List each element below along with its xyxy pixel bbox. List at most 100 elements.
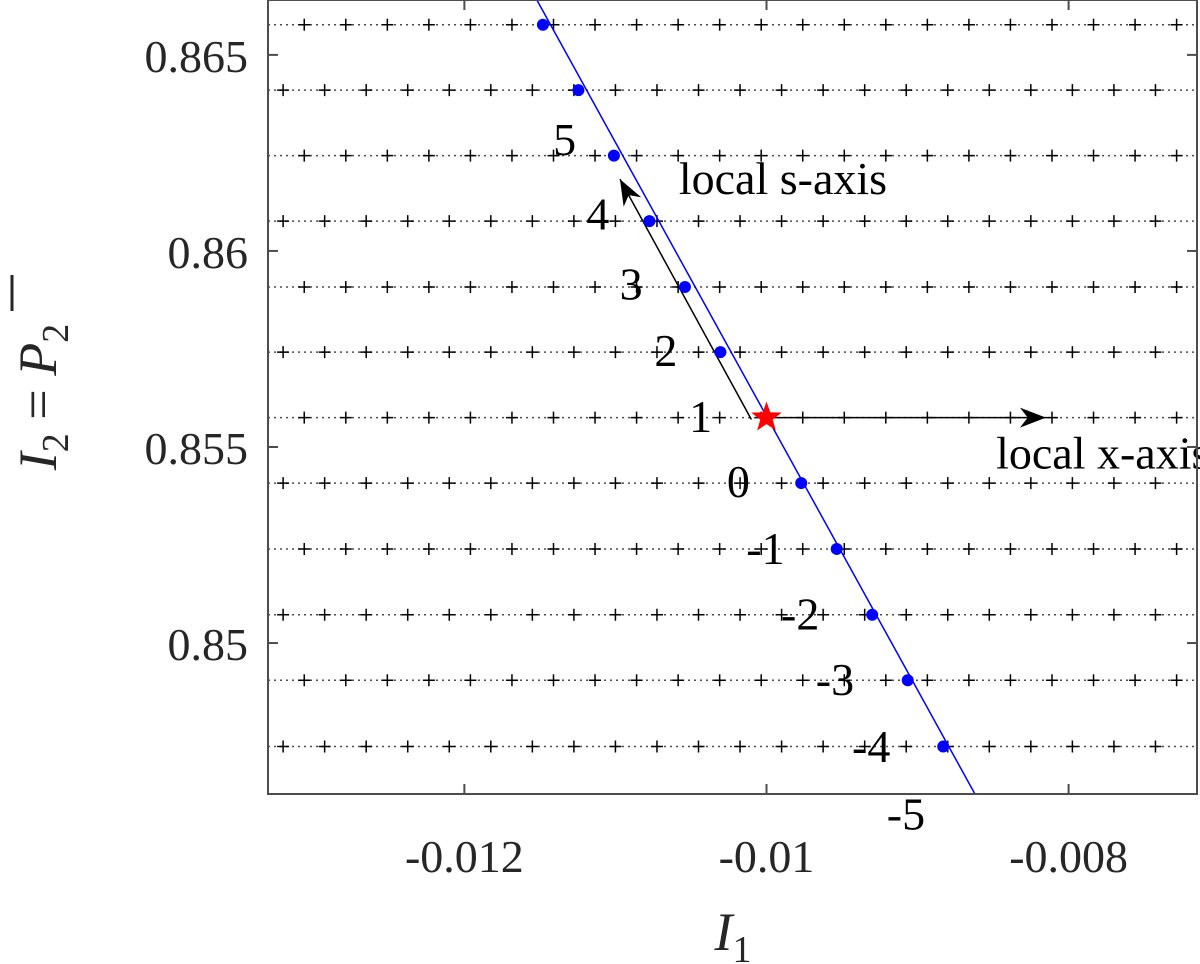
series-line-layer xyxy=(536,0,976,795)
plus-marker xyxy=(650,740,663,753)
plus-marker xyxy=(879,674,892,687)
y-axis-title: I2 = P2 xyxy=(8,275,77,471)
plus-marker xyxy=(318,608,331,621)
plus-marker xyxy=(589,281,602,294)
plus-marker xyxy=(900,84,913,97)
plus-marker xyxy=(1107,477,1120,490)
plus-marker xyxy=(796,18,809,31)
plus-marker xyxy=(1170,149,1183,162)
plus-marker xyxy=(339,411,352,424)
plus-marker xyxy=(775,740,788,753)
point-label: 4 xyxy=(586,188,609,239)
plus-marker xyxy=(692,215,705,228)
point-label: -5 xyxy=(887,789,925,840)
plus-marker xyxy=(547,674,560,687)
plus-marker xyxy=(734,477,747,490)
plus-marker xyxy=(858,215,871,228)
plus-marker xyxy=(318,740,331,753)
plus-marker xyxy=(318,215,331,228)
plus-marker xyxy=(443,84,456,97)
plus-marker xyxy=(1149,84,1162,97)
plus-marker xyxy=(941,477,954,490)
plus-marker xyxy=(1045,542,1058,555)
plus-marker xyxy=(401,740,414,753)
plus-marker xyxy=(713,18,726,31)
plus-marker xyxy=(443,740,456,753)
plus-marker xyxy=(609,215,622,228)
plus-marker xyxy=(630,18,643,31)
x-axis-title: I1 xyxy=(714,902,752,964)
plus-marker xyxy=(1045,149,1058,162)
plus-marker xyxy=(775,477,788,490)
axis-annotation: local s-axis xyxy=(679,153,887,204)
plus-marker xyxy=(1149,215,1162,228)
plus-marker xyxy=(401,477,414,490)
plus-marker xyxy=(339,542,352,555)
plus-marker xyxy=(1170,18,1183,31)
plus-marker xyxy=(505,281,518,294)
plus-marker xyxy=(1107,346,1120,359)
plus-marker xyxy=(298,281,311,294)
plus-marker xyxy=(1087,411,1100,424)
plus-marker xyxy=(422,149,435,162)
plus-marker xyxy=(443,608,456,621)
plus-marker xyxy=(755,281,768,294)
data-point xyxy=(643,215,656,228)
plus-marker xyxy=(360,215,373,228)
plus-marker xyxy=(879,18,892,31)
plus-marker xyxy=(900,346,913,359)
plus-marker xyxy=(900,608,913,621)
plus-marker xyxy=(650,608,663,621)
grid-layer xyxy=(268,18,1197,753)
plus-marker xyxy=(858,477,871,490)
plus-marker xyxy=(1087,18,1100,31)
plus-marker xyxy=(900,477,913,490)
plus-marker xyxy=(526,740,539,753)
plus-marker xyxy=(381,18,394,31)
plus-marker xyxy=(484,608,497,621)
plus-marker xyxy=(1107,740,1120,753)
plus-marker xyxy=(962,674,975,687)
x-tick-label: -0.01 xyxy=(719,831,815,882)
plus-marker xyxy=(589,18,602,31)
plus-marker xyxy=(422,674,435,687)
plus-marker xyxy=(650,477,663,490)
plus-marker xyxy=(817,346,830,359)
plus-marker xyxy=(734,346,747,359)
plus-marker xyxy=(339,281,352,294)
plus-marker xyxy=(464,18,477,31)
plus-marker xyxy=(401,215,414,228)
x-axis-title-sub: 1 xyxy=(732,929,751,964)
plus-marker xyxy=(630,674,643,687)
plus-marker xyxy=(983,215,996,228)
plus-marker xyxy=(277,608,290,621)
plus-marker xyxy=(1024,477,1037,490)
plus-marker xyxy=(941,84,954,97)
local-s-axis-arrow-shaft xyxy=(619,178,753,420)
plus-marker xyxy=(360,84,373,97)
plus-marker xyxy=(962,281,975,294)
data-point xyxy=(866,608,879,621)
plus-marker xyxy=(983,477,996,490)
plus-marker xyxy=(1149,740,1162,753)
plus-marker xyxy=(713,281,726,294)
plus-marker xyxy=(775,608,788,621)
plus-marker xyxy=(755,674,768,687)
plus-marker xyxy=(858,84,871,97)
y-axis-title-i-sub: 2 xyxy=(35,433,77,452)
plus-marker xyxy=(962,18,975,31)
plus-marker xyxy=(505,674,518,687)
plus-marker xyxy=(360,608,373,621)
plus-marker xyxy=(983,346,996,359)
data-point xyxy=(714,346,727,359)
plus-marker xyxy=(921,149,934,162)
plus-marker xyxy=(755,149,768,162)
plus-marker xyxy=(692,346,705,359)
point-label: -3 xyxy=(816,654,854,705)
plus-marker xyxy=(484,84,497,97)
plus-marker xyxy=(484,740,497,753)
plus-marker xyxy=(838,674,851,687)
plus-marker xyxy=(650,84,663,97)
plus-marker xyxy=(422,18,435,31)
axis-annotation: local x-axis xyxy=(996,428,1200,479)
